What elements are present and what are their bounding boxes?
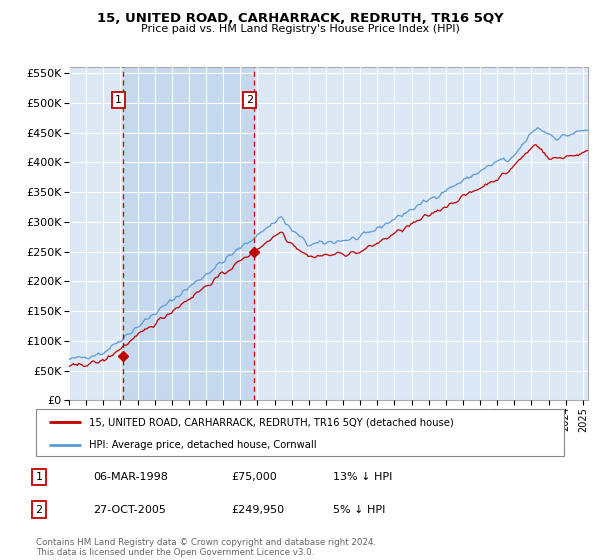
- Text: 27-OCT-2005: 27-OCT-2005: [93, 505, 166, 515]
- Text: 13% ↓ HPI: 13% ↓ HPI: [333, 472, 392, 482]
- Text: HPI: Average price, detached house, Cornwall: HPI: Average price, detached house, Corn…: [89, 440, 316, 450]
- Text: 2: 2: [245, 95, 253, 105]
- Bar: [124, 67, 254, 400]
- Text: 15, UNITED ROAD, CARHARRACK, REDRUTH, TR16 5QY (detached house): 15, UNITED ROAD, CARHARRACK, REDRUTH, TR…: [89, 417, 454, 427]
- Text: 15, UNITED ROAD, CARHARRACK, REDRUTH, TR16 5QY: 15, UNITED ROAD, CARHARRACK, REDRUTH, TR…: [97, 12, 503, 25]
- Text: 2: 2: [35, 505, 43, 515]
- FancyBboxPatch shape: [36, 409, 564, 456]
- Text: £249,950: £249,950: [231, 505, 284, 515]
- Text: 1: 1: [115, 95, 122, 105]
- Text: £75,000: £75,000: [231, 472, 277, 482]
- Text: 06-MAR-1998: 06-MAR-1998: [93, 472, 168, 482]
- Text: 5% ↓ HPI: 5% ↓ HPI: [333, 505, 385, 515]
- Text: Price paid vs. HM Land Registry's House Price Index (HPI): Price paid vs. HM Land Registry's House …: [140, 24, 460, 34]
- Text: 1: 1: [35, 472, 43, 482]
- Text: Contains HM Land Registry data © Crown copyright and database right 2024.
This d: Contains HM Land Registry data © Crown c…: [36, 538, 376, 557]
